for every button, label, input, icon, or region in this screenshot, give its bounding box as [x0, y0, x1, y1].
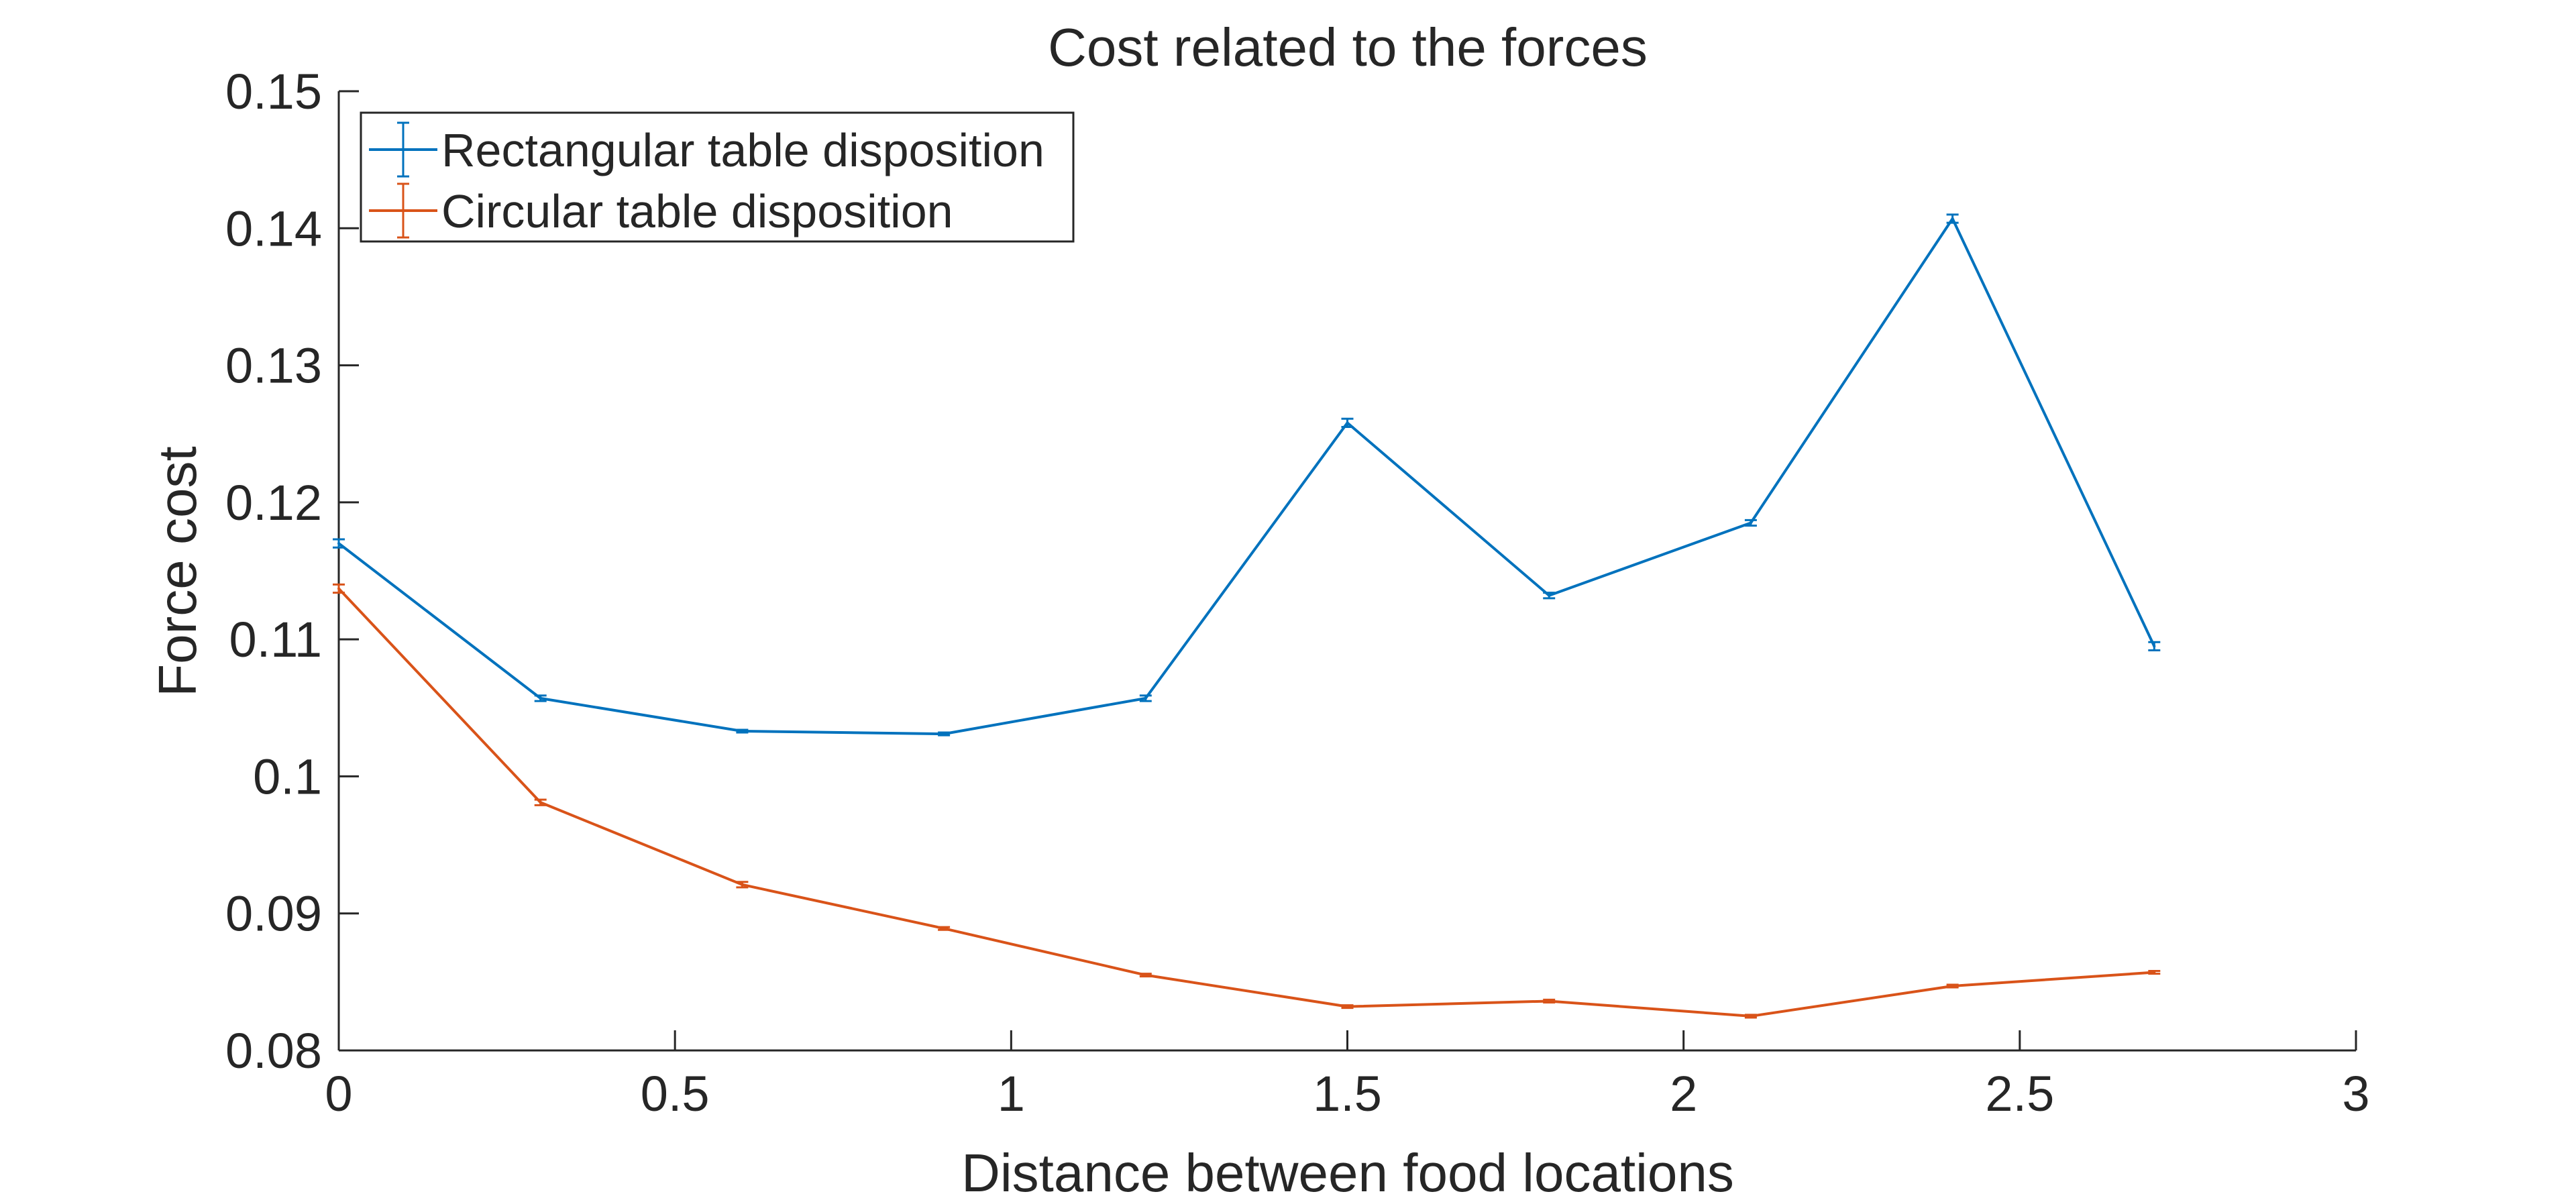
y-tick-label: 0.09 — [225, 886, 322, 942]
x-tick-label: 2 — [1670, 1066, 1697, 1122]
data-point — [1144, 696, 1147, 700]
data-point — [1144, 973, 1147, 977]
data-point — [1749, 521, 1752, 525]
plot-series — [333, 213, 2161, 1019]
data-point — [741, 883, 744, 886]
data-point — [337, 587, 340, 590]
data-point — [1749, 1014, 1752, 1018]
chart-title: Cost related to the forces — [1048, 17, 1648, 77]
data-point — [1951, 984, 1954, 987]
data-point — [1346, 1005, 1349, 1008]
x-tick-label: 0.5 — [641, 1066, 710, 1122]
y-tick-label: 0.08 — [225, 1023, 322, 1079]
data-point — [539, 696, 542, 700]
legend-label: Circular table disposition — [441, 185, 953, 237]
data-point — [1346, 421, 1349, 425]
legend-item: Circular table disposition — [369, 182, 953, 239]
y-tick-label: 0.1 — [253, 749, 322, 804]
legend-item: Rectangular table disposition — [369, 121, 1044, 178]
data-point — [2153, 971, 2156, 974]
y-tick-label: 0.15 — [225, 64, 322, 119]
series-1 — [333, 213, 2161, 737]
y-tick-label: 0.13 — [225, 338, 322, 394]
y-tick-label: 0.11 — [229, 612, 322, 667]
x-tick-label: 1.5 — [1313, 1066, 1382, 1122]
series-line — [337, 588, 2155, 1018]
x-tick-label: 1 — [998, 1066, 1025, 1122]
y-tick-label: 0.12 — [225, 475, 322, 531]
x-tick-label: 3 — [2342, 1066, 2369, 1122]
series-2 — [333, 583, 2161, 1019]
data-point — [2153, 645, 2156, 648]
legend-label: Rectangular table disposition — [441, 124, 1044, 176]
legend-box — [360, 111, 1075, 243]
y-axis-label: Force cost — [148, 446, 207, 696]
x-axis-label: Distance between food locations — [961, 1143, 1734, 1196]
legend: Rectangular table disposition Circular ta… — [360, 111, 1075, 243]
data-point — [337, 542, 340, 545]
x-tick-label: 0 — [325, 1066, 352, 1122]
data-point — [1548, 594, 1551, 597]
data-point — [539, 801, 542, 804]
data-point — [943, 927, 946, 930]
data-point — [741, 730, 744, 733]
x-tick-label: 2.5 — [1985, 1066, 2054, 1122]
y-tick-label: 0.14 — [225, 201, 322, 256]
data-point — [1951, 217, 1954, 220]
axes: 0 0.5 1 1.5 2 2.5 3 0.08 0.09 0.1 0.11 0.12 0.13 0.14… — [225, 64, 2370, 1122]
data-point — [1548, 999, 1551, 1003]
series-line — [337, 217, 2156, 736]
data-point — [943, 732, 946, 736]
